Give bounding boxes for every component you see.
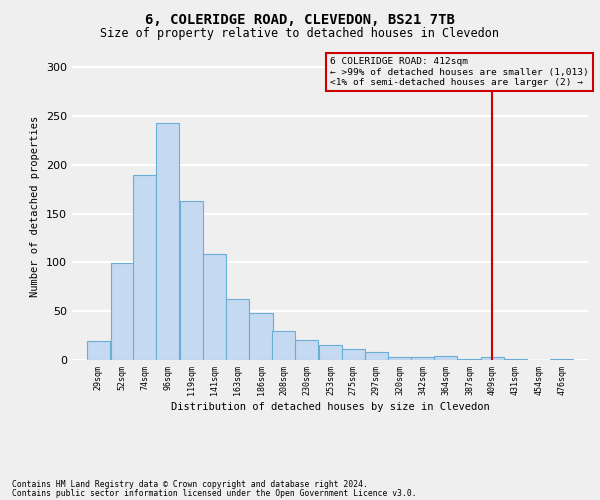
Text: Contains HM Land Registry data © Crown copyright and database right 2024.: Contains HM Land Registry data © Crown c…	[12, 480, 368, 489]
Bar	[226, 300, 249, 360]
Bar	[180, 201, 203, 360]
Bar	[434, 356, 457, 360]
Bar	[272, 330, 295, 360]
Text: Contains public sector information licensed under the Open Government Licence v3: Contains public sector information licen…	[12, 488, 416, 498]
Bar	[295, 340, 318, 360]
Bar	[319, 346, 342, 360]
Y-axis label: Number of detached properties: Number of detached properties	[31, 116, 40, 297]
X-axis label: Distribution of detached houses by size in Clevedon: Distribution of detached houses by size …	[170, 402, 490, 412]
Bar	[250, 313, 272, 360]
Text: Size of property relative to detached houses in Clevedon: Size of property relative to detached ho…	[101, 28, 499, 40]
Bar	[550, 359, 574, 360]
Bar	[481, 357, 504, 360]
Bar	[411, 357, 434, 360]
Bar	[388, 357, 412, 360]
Bar	[458, 359, 481, 360]
Text: 6, COLERIDGE ROAD, CLEVEDON, BS21 7TB: 6, COLERIDGE ROAD, CLEVEDON, BS21 7TB	[145, 12, 455, 26]
Bar	[503, 359, 527, 360]
Text: 6 COLERIDGE ROAD: 412sqm
← >99% of detached houses are smaller (1,013)
<1% of se: 6 COLERIDGE ROAD: 412sqm ← >99% of detac…	[330, 57, 589, 87]
Bar	[110, 264, 134, 360]
Bar	[156, 123, 179, 360]
Bar	[133, 174, 157, 360]
Bar	[86, 342, 110, 360]
Bar	[342, 350, 365, 360]
Bar	[203, 254, 226, 360]
Bar	[365, 352, 388, 360]
